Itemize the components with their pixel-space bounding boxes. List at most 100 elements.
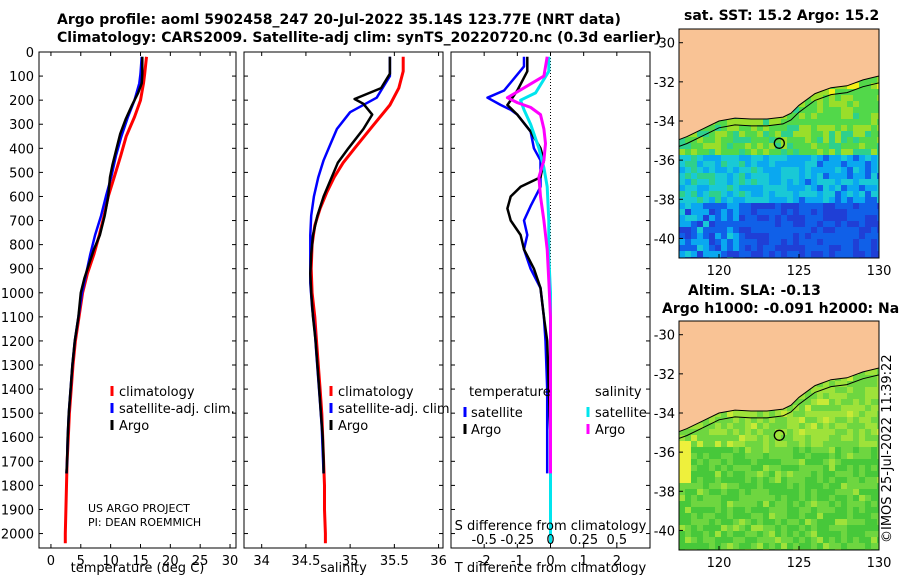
sst_map-cell xyxy=(871,143,877,149)
depth-tick-label: 0 xyxy=(26,46,34,61)
sla_map-cell xyxy=(721,483,727,489)
sla_map-cell xyxy=(823,399,829,405)
sst_map-cell xyxy=(799,251,805,257)
sst_map-cell xyxy=(787,131,793,137)
sla_map-cell xyxy=(703,501,709,507)
sla_map-cell xyxy=(685,471,691,477)
sst_map-cell xyxy=(859,239,865,245)
sst_map-cell xyxy=(829,233,835,239)
sla_map-cell xyxy=(847,501,853,507)
sla_map-cell xyxy=(745,507,751,513)
sst_map-cell xyxy=(835,137,841,143)
sla_map-cell xyxy=(871,531,877,537)
sla_map-cell xyxy=(787,531,793,537)
sla_map-cell xyxy=(817,399,823,405)
sst_map-cell xyxy=(721,245,727,251)
sst_map-cell xyxy=(769,233,775,239)
sst_map-cell xyxy=(793,233,799,239)
map-lat-label: -36 xyxy=(654,154,675,169)
sst_map-cell xyxy=(853,113,859,119)
sla_map-cell xyxy=(871,387,877,393)
sst_map-cell xyxy=(685,233,691,239)
sla_map-cell xyxy=(739,411,745,417)
sst_map-cell xyxy=(811,101,817,107)
sla_map-cell xyxy=(811,483,817,489)
sla_map-cell xyxy=(751,525,757,531)
sst_map-cell xyxy=(859,179,865,185)
sst_map-cell xyxy=(781,233,787,239)
sla_map-cell xyxy=(829,501,835,507)
sla_map-cell xyxy=(871,501,877,507)
sst_map-cell xyxy=(727,227,733,233)
sla_map-cell xyxy=(721,531,727,537)
sst_map-cell xyxy=(865,185,871,191)
sst_map-cell xyxy=(877,197,879,203)
sla_map-cell xyxy=(763,417,769,423)
sla_map-cell xyxy=(691,423,697,429)
sst_map-cell xyxy=(679,185,685,191)
sla_map-cell xyxy=(865,465,871,471)
sst_map-cell xyxy=(757,125,763,131)
sst_map-cell xyxy=(823,149,829,155)
sla_map-cell xyxy=(721,417,727,423)
sla_map-cell xyxy=(691,513,697,519)
sla_map-cell xyxy=(871,381,877,387)
sla_map-cell xyxy=(721,507,727,513)
map-lon-label: 130 xyxy=(867,556,892,571)
sst_map-cell xyxy=(823,161,829,167)
sla_map-cell xyxy=(859,381,865,387)
sst_map-cell xyxy=(853,179,859,185)
sla_map-cell xyxy=(829,423,835,429)
sst_map-cell xyxy=(781,119,787,125)
sla_map-cell xyxy=(739,429,745,435)
sst_map-cell xyxy=(763,221,769,227)
sla_map-cell xyxy=(685,483,691,489)
sla_map-cell xyxy=(799,453,805,459)
sla_map-cell xyxy=(793,453,799,459)
sla_map-cell xyxy=(727,423,733,429)
sla_map-cell xyxy=(697,447,703,453)
sst_map-cell xyxy=(829,245,835,251)
sla_map-cell xyxy=(841,441,847,447)
sla_map-cell xyxy=(865,429,871,435)
sst_map-cell xyxy=(853,89,859,95)
sla_map-shelf-contour xyxy=(679,374,879,439)
depth-tick-label: 2000 xyxy=(1,528,34,543)
sla_map-cell xyxy=(799,531,805,537)
sla_map-cell xyxy=(715,453,721,459)
difference-frame xyxy=(450,51,651,549)
sst_map-cell xyxy=(877,227,879,233)
sla_map-cell xyxy=(763,459,769,465)
sst_map-cell xyxy=(847,209,853,215)
sla_map-cell xyxy=(787,543,793,549)
sst_map-cell xyxy=(721,119,727,125)
sst_map-cell xyxy=(775,131,781,137)
sst_map-cell xyxy=(739,233,745,239)
sst_map-cell xyxy=(769,215,775,221)
sla_map-cell xyxy=(793,399,799,405)
sst_map-cell xyxy=(805,209,811,215)
sla_map-cell xyxy=(871,459,877,465)
temperature-panel xyxy=(38,51,237,549)
sst_map-cell xyxy=(847,173,853,179)
sst_map-cell xyxy=(775,137,781,143)
sst_map-cell xyxy=(823,179,829,185)
sst_map-cell xyxy=(679,179,685,185)
sla_map-cell xyxy=(877,477,879,483)
sla_map-cell xyxy=(745,501,751,507)
sla_map-cell xyxy=(877,405,879,411)
sla_map-cell xyxy=(775,537,781,543)
sst_map-cell xyxy=(877,77,879,83)
sla_map-cell xyxy=(799,405,805,411)
sst_map-cell xyxy=(727,155,733,161)
sst_map-cell xyxy=(871,131,877,137)
sst_map-cell xyxy=(745,125,751,131)
sla_map-cell xyxy=(715,537,721,543)
sla_map-cell xyxy=(835,417,841,423)
sla_map-cell xyxy=(679,519,685,525)
sla_map-cell xyxy=(721,435,727,441)
sla_map-cell xyxy=(853,465,859,471)
sst_map-cell xyxy=(829,161,835,167)
sst_map-cell xyxy=(775,197,781,203)
sst_map-cell xyxy=(709,185,715,191)
